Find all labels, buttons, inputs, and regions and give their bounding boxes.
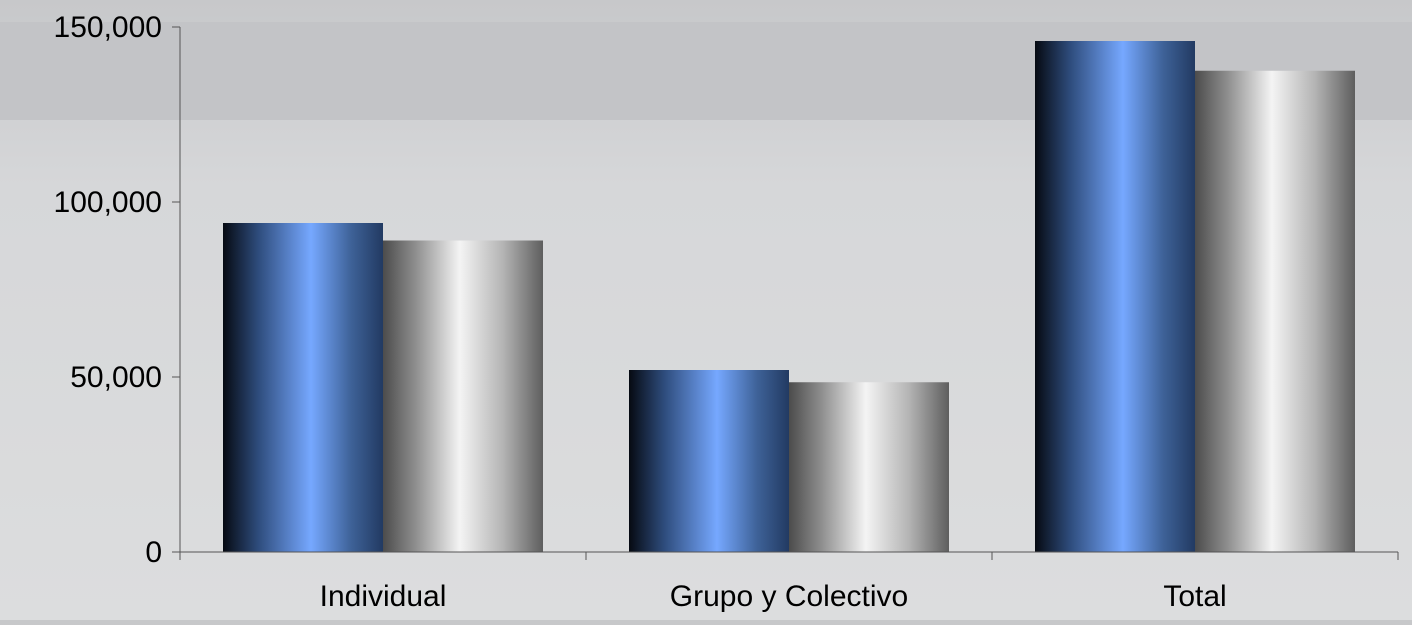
bar-series-1-0 bbox=[223, 223, 383, 552]
bar-series-2-2 bbox=[1195, 70, 1355, 552]
y-tick-label: 100,000 bbox=[54, 186, 162, 219]
bar-series-2-0 bbox=[383, 240, 543, 552]
bar-series-1-2 bbox=[1035, 41, 1195, 552]
x-tick-label: Grupo y Colectivo bbox=[670, 580, 908, 613]
bar-series-1-1 bbox=[629, 370, 789, 552]
x-tick-label: Total bbox=[1163, 580, 1226, 613]
x-tick-label: Individual bbox=[320, 580, 447, 613]
bar-series-2-1 bbox=[789, 382, 949, 552]
y-tick-label: 50,000 bbox=[70, 361, 162, 394]
y-tick-label: 0 bbox=[145, 536, 162, 569]
y-tick-label: 150,000 bbox=[54, 11, 162, 44]
